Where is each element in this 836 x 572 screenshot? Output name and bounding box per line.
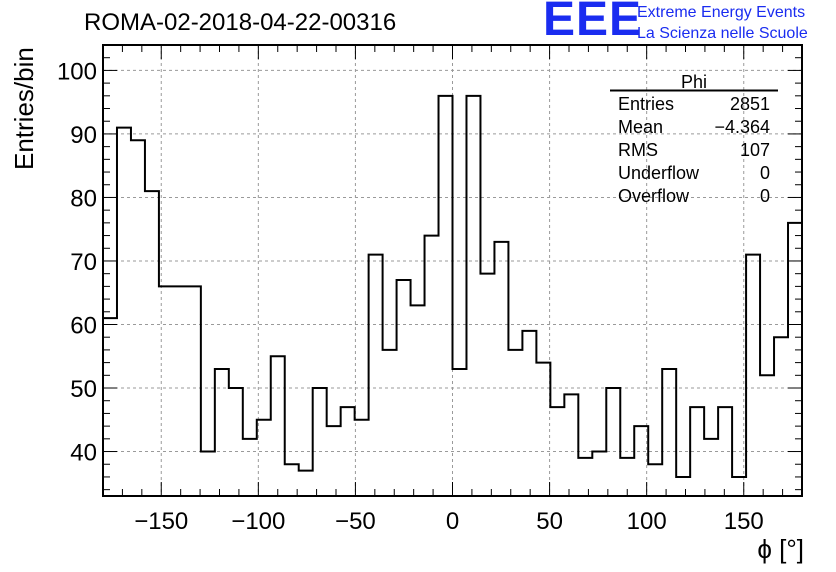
stats-label-rms: RMS xyxy=(618,140,658,160)
stats-separator xyxy=(610,89,778,92)
stats-value-underflow: 0 xyxy=(759,163,770,183)
y-tick-label: 40 xyxy=(70,440,97,467)
y-axis-label: Entries/bin xyxy=(9,47,39,170)
stats-label-mean: Mean xyxy=(618,117,664,137)
logo-line-1: Extreme Energy Events xyxy=(637,4,806,21)
tick-labels: −150 −100 −50 0 50 100 150 40 50 60 70 80 90 100 xyxy=(57,58,764,535)
stats-histogram-name: Phi xyxy=(680,72,707,92)
stats-label-entries: Entries xyxy=(618,94,675,114)
stats-label-overflow: Overflow xyxy=(618,186,690,206)
x-tick-label: −50 xyxy=(335,508,376,535)
x-tick-label: −150 xyxy=(134,508,188,535)
x-tick-label: 150 xyxy=(724,508,764,535)
stats-value-mean: −4.364 xyxy=(714,117,770,137)
y-tick-label: 50 xyxy=(70,376,97,403)
x-tick-label: 100 xyxy=(627,508,667,535)
stats-value-overflow: 0 xyxy=(759,186,770,206)
plot-title: ROMA-02-2018-04-22-00316 xyxy=(84,9,397,36)
y-tick-label: 100 xyxy=(57,58,97,85)
x-axis-label: ϕ [°] xyxy=(757,534,804,564)
logo-line-2: La Scienza nelle Scuole xyxy=(637,25,808,42)
y-tick-label: 60 xyxy=(70,312,97,339)
x-tick-label: 50 xyxy=(536,508,563,535)
y-tick-label: 80 xyxy=(70,185,97,212)
eee-logo: EEE xyxy=(543,0,643,46)
x-tick-label: 0 xyxy=(446,508,459,535)
histogram-series xyxy=(103,64,803,478)
y-tick-label: 70 xyxy=(70,249,97,276)
stats-label-underflow: Underflow xyxy=(618,163,700,183)
stats-value-entries: 2851 xyxy=(729,94,770,114)
axis-ticks xyxy=(102,44,803,496)
y-tick-label: 90 xyxy=(70,122,97,149)
histogram-line xyxy=(103,64,803,478)
x-tick-label: −100 xyxy=(231,508,285,535)
stats-value-rms: 107 xyxy=(739,140,770,160)
